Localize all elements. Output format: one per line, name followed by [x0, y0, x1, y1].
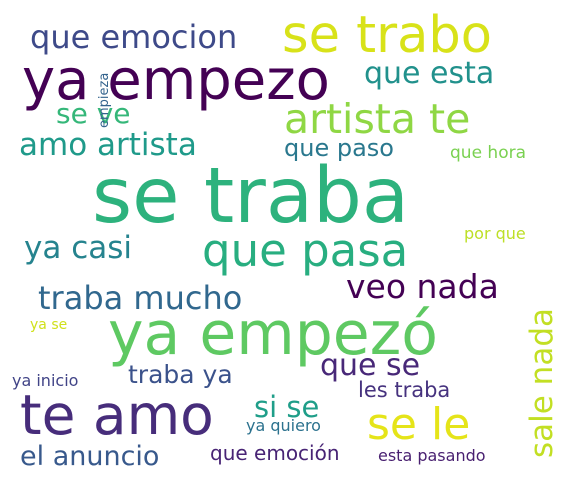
word-empieza: empieza	[97, 72, 112, 128]
word-que-hora: que hora	[450, 143, 527, 163]
word-ya-inicio: ya inicio	[12, 371, 79, 390]
word-que-esta: que esta	[364, 56, 495, 91]
word-ya-quiero: ya quiero	[246, 416, 321, 435]
word-te-amo: te amo	[20, 383, 214, 447]
word-traba-mucho: traba mucho	[38, 279, 243, 317]
word-ya-casi: ya casi	[24, 230, 133, 266]
word-veo-nada: veo nada	[346, 267, 499, 306]
word-por-que: por que	[464, 224, 526, 243]
word-esta-pasando: esta pasando	[378, 446, 486, 465]
word-sale-nada: sale nada	[524, 307, 560, 458]
word-traba-ya: traba ya	[128, 360, 233, 389]
word-si-se: si se	[254, 390, 320, 424]
word-se-ve: se ve	[56, 97, 131, 130]
word-ya-empezo: ya empezo	[22, 48, 330, 113]
word-se-traba: se traba	[92, 152, 410, 241]
word-que-emocion-accent: que emoción	[210, 441, 340, 465]
word-que-emocion: que emocion	[30, 18, 238, 56]
word-ya-se: ya se	[30, 317, 68, 333]
word-se-trabo: se trabo	[282, 6, 492, 65]
word-amo-artista: amo artista	[19, 127, 197, 163]
word-ya-empezo-accent: ya empezó	[108, 299, 438, 369]
word-artista-te: artista te	[284, 95, 471, 143]
word-que-paso: que paso	[284, 134, 394, 162]
word-que-se: que se	[320, 348, 421, 383]
word-les-traba: les traba	[358, 378, 451, 402]
word-el-anuncio: el anuncio	[20, 441, 160, 472]
word-se-le: se le	[367, 399, 471, 450]
word-que-pasa: que pasa	[202, 224, 409, 277]
